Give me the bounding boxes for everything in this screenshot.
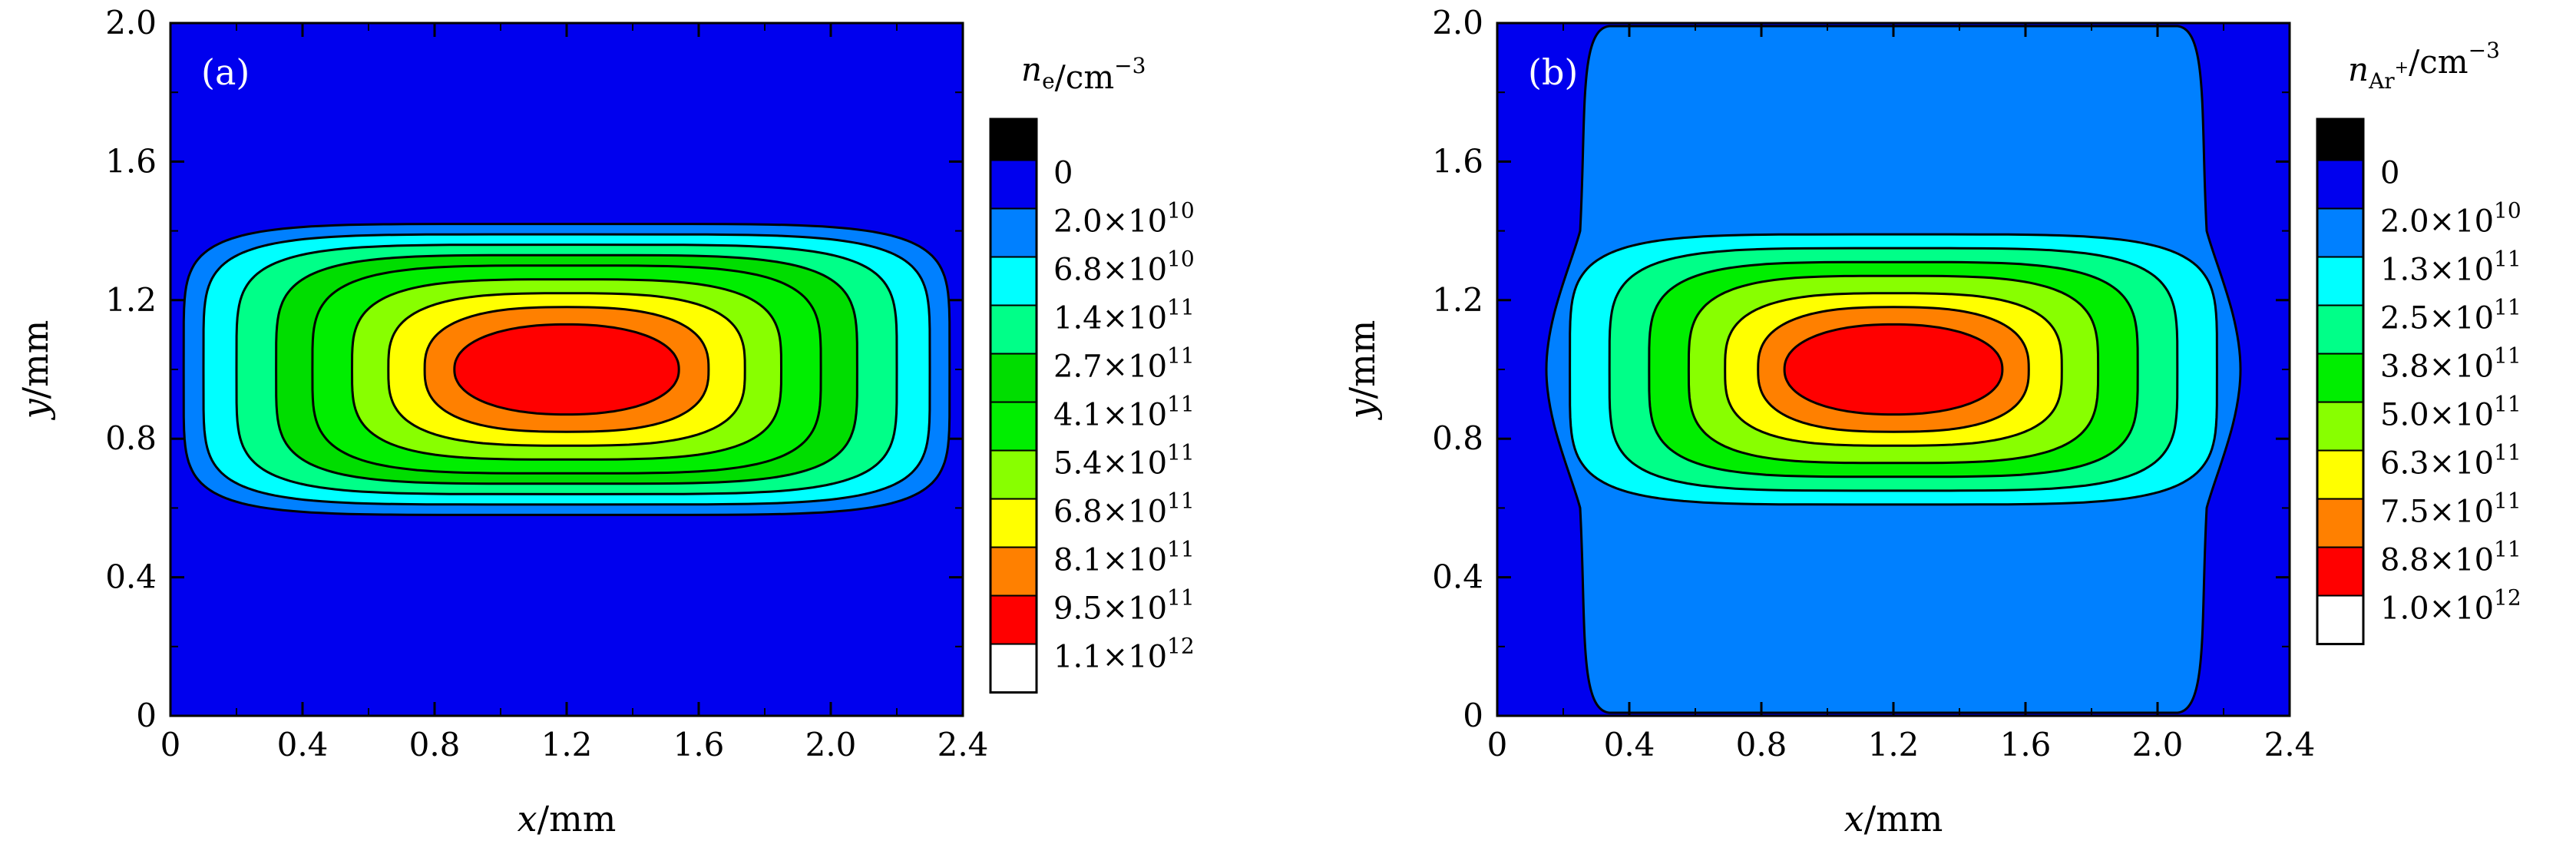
colorbar-swatch xyxy=(990,546,1037,597)
colorbar-label: 0 xyxy=(1053,156,1073,191)
colorbar-swatch xyxy=(2316,304,2364,355)
y-tick-label: 0 xyxy=(1463,697,1483,734)
y-tick-label: 0.4 xyxy=(1432,558,1483,596)
colorbar-label: 6.8×1010 xyxy=(1053,247,1195,288)
y-tick-label: 0.8 xyxy=(105,419,157,457)
colorbar: nAr+/cm−3 0 2.0×1010 1.3×1011 2.5×1011 3.8×10… xyxy=(2316,38,2521,646)
colorbar-swatch xyxy=(990,401,1037,452)
y-tick-label: 0.4 xyxy=(105,558,157,596)
colorbar-swatch xyxy=(990,304,1037,355)
colorbar-label: 2.5×1011 xyxy=(2380,295,2521,336)
colorbar-overflow-swatch xyxy=(990,118,1037,161)
y-tick-label: 1.6 xyxy=(1432,142,1483,180)
x-tick-label: 0.4 xyxy=(1604,726,1655,763)
contour-region xyxy=(453,323,680,416)
colorbar-swatch xyxy=(2316,594,2364,645)
y-tick-label: 1.2 xyxy=(1432,281,1483,319)
colorbar-swatch xyxy=(2316,159,2364,210)
colorbar-swatch xyxy=(990,449,1037,500)
colorbar-label: 8.1×1011 xyxy=(1053,537,1195,578)
x-tick-label: 2.4 xyxy=(937,726,989,763)
colorbar-title: ne/cm−3 xyxy=(1021,51,1146,96)
x-tick-label: 2.4 xyxy=(2264,726,2316,763)
colorbar-swatch xyxy=(2316,353,2364,403)
y-axis-label: y/mm xyxy=(15,320,56,421)
colorbar-label: 8.8×1011 xyxy=(2380,537,2521,578)
contour-field xyxy=(170,23,963,716)
colorbar-swatch xyxy=(990,498,1037,548)
y-tick-label: 0 xyxy=(136,697,157,734)
y-tick-label: 1.2 xyxy=(105,281,157,319)
panel-a: 0 0.4 0.8 1.2 1.6 2.0 2.4 0 0.4 0.8 1.2 1.6 2.0 x/mm y… xyxy=(15,4,1195,839)
colorbar-label: 2.0×1010 xyxy=(1053,198,1195,240)
colorbar-swatch xyxy=(990,643,1037,694)
colorbar-label: 7.5×1011 xyxy=(2380,488,2521,530)
colorbar-swatch xyxy=(2316,498,2364,548)
x-tick-label: 0 xyxy=(1487,726,1508,763)
colorbar-swatch xyxy=(2316,449,2364,500)
colorbar-label: 3.8×1011 xyxy=(2380,343,2521,385)
colorbar-label: 1.3×1011 xyxy=(2380,247,2521,288)
colorbar-swatch xyxy=(990,207,1037,258)
colorbar-label: 2.7×1011 xyxy=(1053,343,1195,385)
colorbar-label: 6.3×1011 xyxy=(2380,440,2521,482)
colorbar-label: 1.0×1012 xyxy=(2380,585,2521,627)
colorbar-label: 4.1×1011 xyxy=(1053,392,1195,433)
colorbar-label: 5.4×1011 xyxy=(1053,440,1195,482)
colorbar-frame xyxy=(989,118,1038,694)
x-tick-label: 2.0 xyxy=(2132,726,2184,763)
colorbar-swatch xyxy=(2316,256,2364,306)
colorbar-label: 1.1×1012 xyxy=(1053,634,1195,675)
colorbar-swatch xyxy=(990,594,1037,645)
x-tick-label: 1.6 xyxy=(2000,726,2052,763)
colorbar-swatch xyxy=(990,159,1037,210)
panel-b: 0 0.4 0.8 1.2 1.6 2.0 2.4 0 0.4 0.8 1.2 1.6 2.0 x/mm y… xyxy=(1341,4,2521,839)
y-tick-label: 1.6 xyxy=(105,142,157,180)
colorbar-label: 0 xyxy=(2380,156,2399,191)
colorbar-label: 5.0×1011 xyxy=(2380,392,2521,433)
colorbar-swatch xyxy=(990,256,1037,306)
x-tick-label: 1.2 xyxy=(1868,726,1920,763)
colorbar-label: 1.4×1011 xyxy=(1053,295,1195,336)
x-axis-label: x/mm xyxy=(518,798,617,839)
colorbar-frame xyxy=(2316,118,2365,646)
colorbar-swatch xyxy=(2316,546,2364,597)
x-tick-label: 0.8 xyxy=(1736,726,1787,763)
contour-region xyxy=(1783,323,2004,416)
x-tick-label: 0.4 xyxy=(277,726,329,763)
colorbar-label: 9.5×1011 xyxy=(1053,585,1195,627)
x-tick-label: 2.0 xyxy=(805,726,857,763)
colorbar-swatch xyxy=(990,353,1037,403)
colorbar-overflow-swatch xyxy=(2316,118,2364,161)
colorbar-label: 6.8×1011 xyxy=(1053,488,1195,530)
colorbar-swatch xyxy=(2316,207,2364,258)
contour-field xyxy=(1497,23,2290,716)
x-tick-label: 1.2 xyxy=(541,726,593,763)
panel-label: (a) xyxy=(201,51,250,93)
colorbar-title: nAr+/cm−3 xyxy=(2348,38,2500,94)
colorbar-swatch xyxy=(2316,401,2364,452)
y-axis-label: y/mm xyxy=(1341,320,1383,421)
y-tick-label: 0.8 xyxy=(1432,419,1483,457)
x-axis-label: x/mm xyxy=(1844,798,1943,839)
panel-label: (b) xyxy=(1528,51,1578,93)
colorbar-label: 2.0×1010 xyxy=(2380,198,2521,240)
x-tick-label: 0 xyxy=(160,726,181,763)
x-tick-label: 1.6 xyxy=(673,726,725,763)
x-tick-label: 0.8 xyxy=(409,726,461,763)
colorbar: ne/cm−3 0 2.0×1010 6.8×1010 1.4×1011 2.7×1011… xyxy=(989,51,1195,694)
y-tick-label: 2.0 xyxy=(1432,4,1483,41)
y-tick-label: 2.0 xyxy=(105,4,157,41)
